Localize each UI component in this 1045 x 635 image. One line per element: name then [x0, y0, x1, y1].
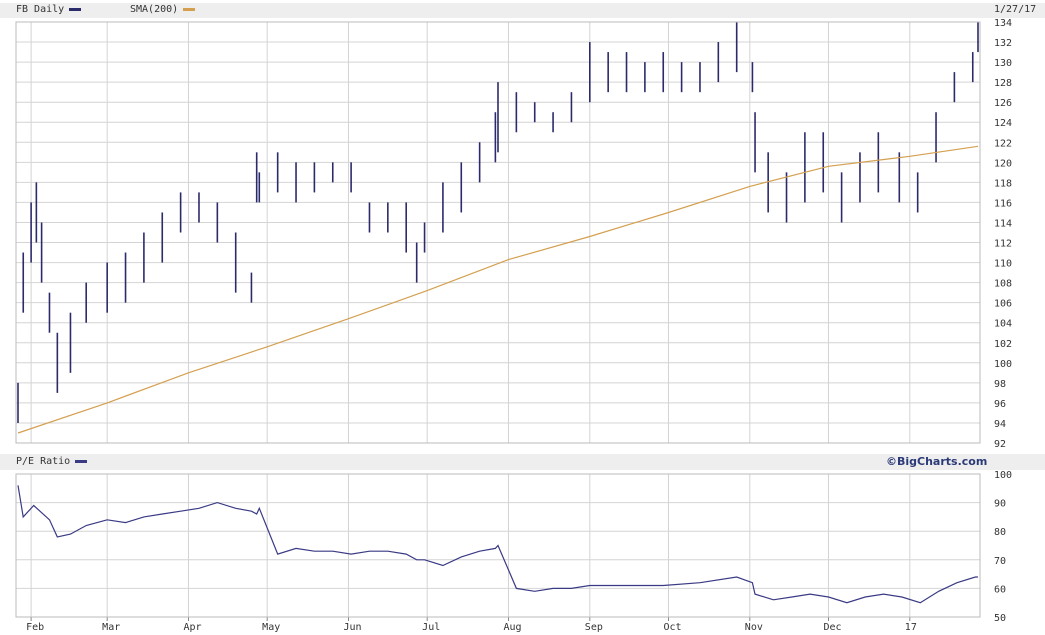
price-ytick-label: 108: [994, 279, 1012, 290]
pe-label: P/E Ratio: [16, 456, 71, 467]
price-ytick-label: 106: [994, 299, 1012, 310]
price-ytick-label: 118: [994, 178, 1012, 189]
xtick-label: Aug: [503, 622, 521, 633]
pe-panel-header: [0, 454, 1045, 470]
price-ytick-label: 124: [994, 118, 1012, 129]
pe-ytick-label: 50: [994, 613, 1006, 624]
axis-ticks: 92 94 96 98 100 102 104 106 108 110 112 114 116 118 12…: [26, 18, 1012, 633]
xtick-label: May: [262, 622, 280, 633]
price-ytick-label: 98: [994, 379, 1006, 390]
price-ytick-label: 96: [994, 399, 1006, 410]
xtick-label: Jun: [343, 622, 361, 633]
price-ytick-label: 120: [994, 158, 1012, 169]
sma-legend: SMA(200): [130, 4, 196, 15]
pe-ytick-label: 70: [994, 556, 1006, 567]
chart-date: 1/27/17: [994, 4, 1037, 15]
xtick-label: Feb: [26, 622, 44, 633]
price-ytick-label: 110: [994, 259, 1012, 270]
price-ytick-label: 130: [994, 58, 1012, 69]
pe-legend: P/E Ratio: [16, 456, 88, 467]
price-ytick-label: 116: [994, 198, 1012, 209]
pe-plot-frame: [15, 473, 981, 618]
pe-ytick-label: 90: [994, 499, 1006, 510]
price-ytick-label: 114: [994, 218, 1012, 229]
sma-line: [17, 145, 979, 434]
price-ytick-label: 94: [994, 419, 1006, 430]
pe-line: [17, 485, 978, 604]
price-panel-header: [0, 3, 1045, 18]
price-series: [17, 22, 979, 423]
price-ytick-label: 126: [994, 98, 1012, 109]
pe-ytick-label: 100: [994, 470, 1012, 481]
xtick-label: 17: [905, 622, 917, 633]
xtick-label: Jul: [422, 622, 440, 633]
pe-ytick-label: 60: [994, 584, 1006, 595]
xtick-label: Dec: [823, 622, 841, 633]
symbol-legend: FB Daily: [16, 4, 82, 15]
price-ytick-label: 92: [994, 439, 1006, 450]
price-ytick-label: 132: [994, 38, 1012, 49]
bigcharts-credit: ©BigCharts.com: [886, 455, 988, 468]
price-ytick-label: 102: [994, 339, 1012, 350]
price-ytick-label: 112: [994, 239, 1012, 250]
price-ytick-label: 104: [994, 319, 1012, 330]
price-ytick-label: 134: [994, 18, 1012, 29]
pe-swatch: [75, 459, 88, 463]
sma-swatch: [183, 7, 196, 11]
xtick-label: Nov: [745, 622, 763, 633]
price-ytick-label: 122: [994, 138, 1012, 149]
sma-label: SMA(200): [130, 4, 179, 15]
price-ytick-label: 128: [994, 78, 1012, 89]
xtick-label: Oct: [663, 622, 681, 633]
price-plot-frame: [15, 21, 981, 444]
xtick-label: Apr: [183, 622, 201, 633]
symbol-swatch: [69, 7, 82, 11]
price-ytick-label: 100: [994, 359, 1012, 370]
xtick-label: Mar: [102, 622, 120, 633]
symbol-label: FB Daily: [16, 4, 65, 15]
pe-ytick-label: 80: [994, 527, 1006, 538]
xtick-label: Sep: [585, 622, 603, 633]
